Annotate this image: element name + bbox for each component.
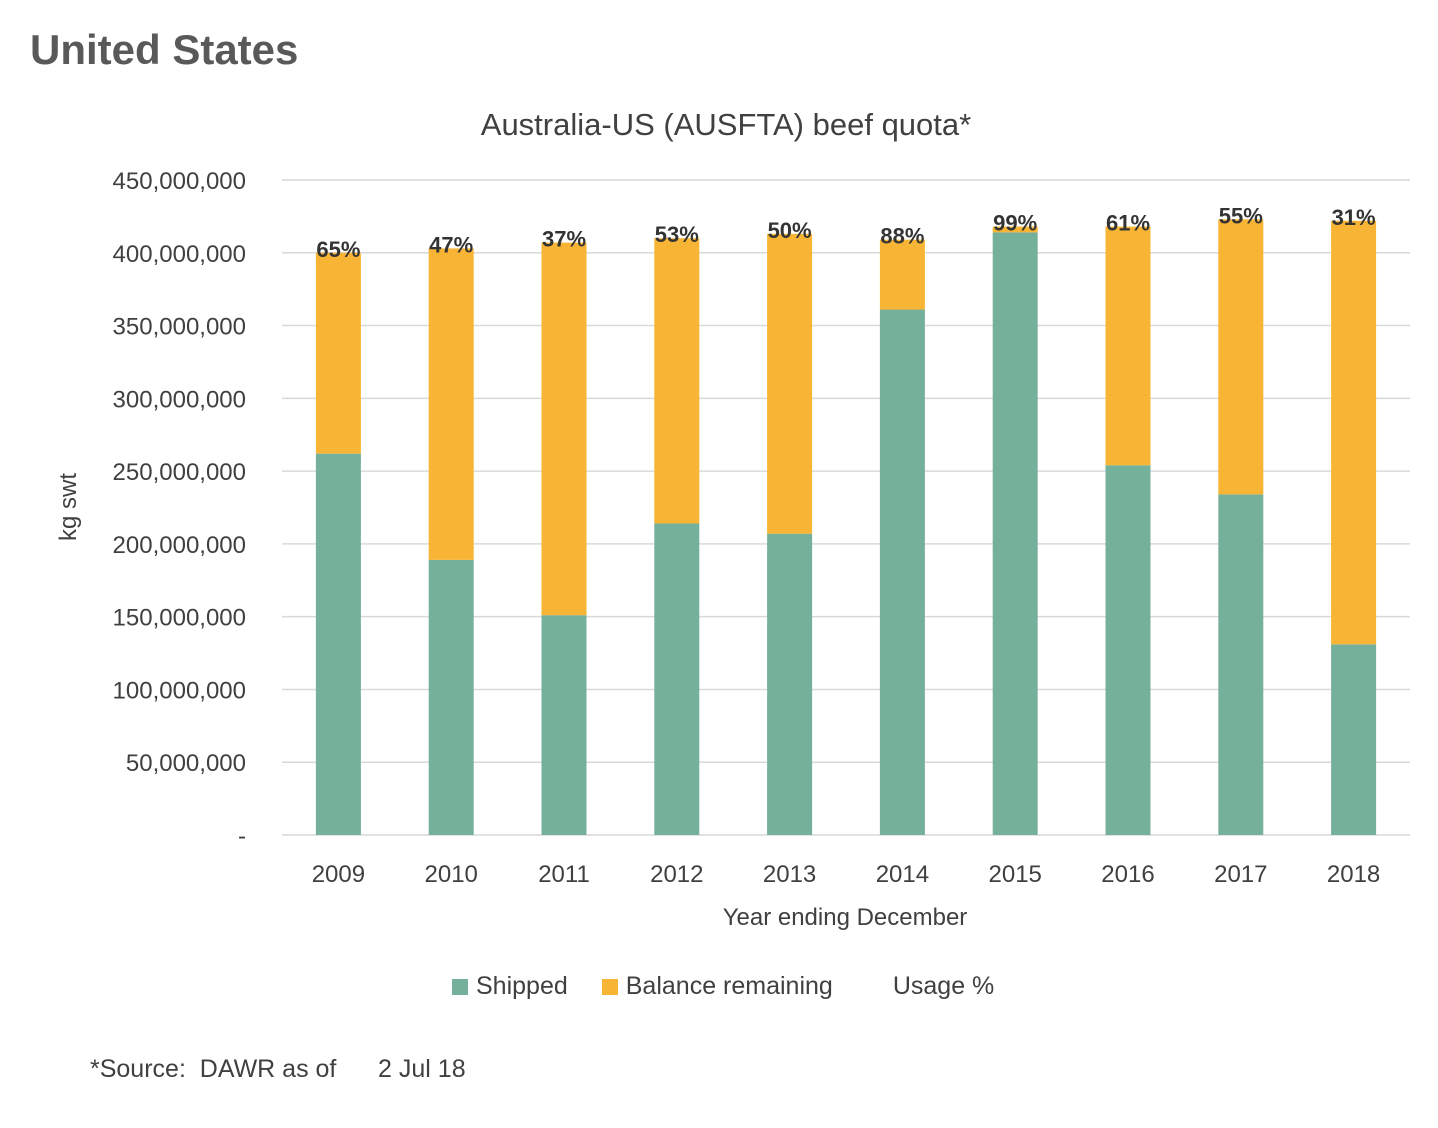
bar-shipped-2011 [541,615,587,835]
source-note: *Source: DAWR as of 2 Jul 18 [90,1055,466,1083]
x-tick-label-2010: 2010 [425,861,478,888]
usage-label-2014: 88% [880,224,924,249]
y-tick-label-3: 150,000,000 [113,605,246,632]
x-tick-label-2011: 2011 [538,861,590,888]
x-tick-label-2013: 2013 [763,861,816,888]
x-axis-title: Year ending December [723,904,968,931]
y-tick-label-0: - [238,823,246,850]
bar-balance-2012 [654,238,700,524]
y-tick-label-2: 100,000,000 [113,677,246,704]
usage-label-2010: 47% [429,232,473,257]
y-axis-ticks: - 50,000,000 100,000,000 150,000,000 200,000… [113,168,246,850]
page-heading: United States [30,26,299,73]
y-tick-label-8: 400,000,000 [113,241,246,268]
legend-label-usage: Usage % [892,972,995,1000]
usage-labels: 65% 47% 37% 53% 50% 88% 99% 61% 55% 31% [316,203,1375,261]
bar-shipped-2010 [428,559,474,835]
usage-label-2012: 53% [655,222,699,247]
bar-shipped-2017 [1218,494,1264,835]
legend-swatch-shipped [452,978,468,995]
bar-balance-2017 [1218,219,1264,495]
bar-balance-2013 [767,233,813,534]
chart-legend: Shipped Balance remaining Usage % [452,972,1028,1001]
bar-shipped-2012 [654,523,700,835]
legend-item-balance: Balance remaining [601,972,833,1001]
bar-balance-2016 [1105,226,1151,466]
bars [315,219,1377,835]
bar-balance-2014 [879,239,925,310]
legend-label-shipped: Shipped [476,972,568,1000]
bar-balance-2011 [541,242,587,616]
x-axis-ticks: 2009 2010 2011 2012 2013 2014 2015 2016 2017 2018 [312,861,1381,888]
bar-balance-2015 [992,226,1038,233]
bar-balance-2018 [1331,220,1377,645]
usage-label-2016: 61% [1106,211,1150,236]
bar-balance-2010 [428,248,474,560]
legend-item-usage: Usage % [893,972,994,1001]
legend-item-shipped: Shipped [452,972,568,1001]
y-tick-label-1: 50,000,000 [126,750,246,777]
y-tick-label-5: 250,000,000 [113,459,246,486]
usage-label-2009: 65% [316,237,360,262]
legend-label-balance: Balance remaining [625,972,833,1000]
bar-shipped-2016 [1105,465,1151,835]
y-tick-label-6: 300,000,000 [113,386,246,413]
x-tick-label-2015: 2015 [989,861,1042,888]
x-tick-label-2018: 2018 [1327,861,1380,888]
x-tick-label-2016: 2016 [1101,861,1154,888]
quota-bar-chart: Australia-US (AUSFTA) beef quota* - 50,00… [55,107,1410,931]
x-tick-label-2017: 2017 [1214,861,1267,888]
bar-shipped-2018 [1331,644,1377,835]
y-tick-label-4: 200,000,000 [113,532,246,559]
x-tick-label-2009: 2009 [312,861,365,888]
usage-label-2011: 37% [542,227,586,252]
bar-shipped-2015 [992,232,1038,835]
y-tick-label-9: 450,000,000 [113,168,246,195]
chart-title: Australia-US (AUSFTA) beef quota* [481,107,971,142]
bar-shipped-2013 [767,533,813,835]
x-tick-label-2014: 2014 [876,861,929,888]
usage-label-2013: 50% [768,218,812,243]
bar-balance-2009 [315,252,361,454]
usage-label-2017: 55% [1219,203,1263,228]
legend-swatch-balance [601,978,618,995]
bar-shipped-2014 [879,309,925,835]
bar-shipped-2009 [315,453,361,835]
y-tick-label-7: 350,000,000 [113,314,246,341]
y-axis-title: kg swt [55,473,82,541]
usage-label-2015: 99% [993,211,1037,236]
usage-label-2018: 31% [1332,205,1376,230]
x-tick-label-2012: 2012 [650,861,703,888]
